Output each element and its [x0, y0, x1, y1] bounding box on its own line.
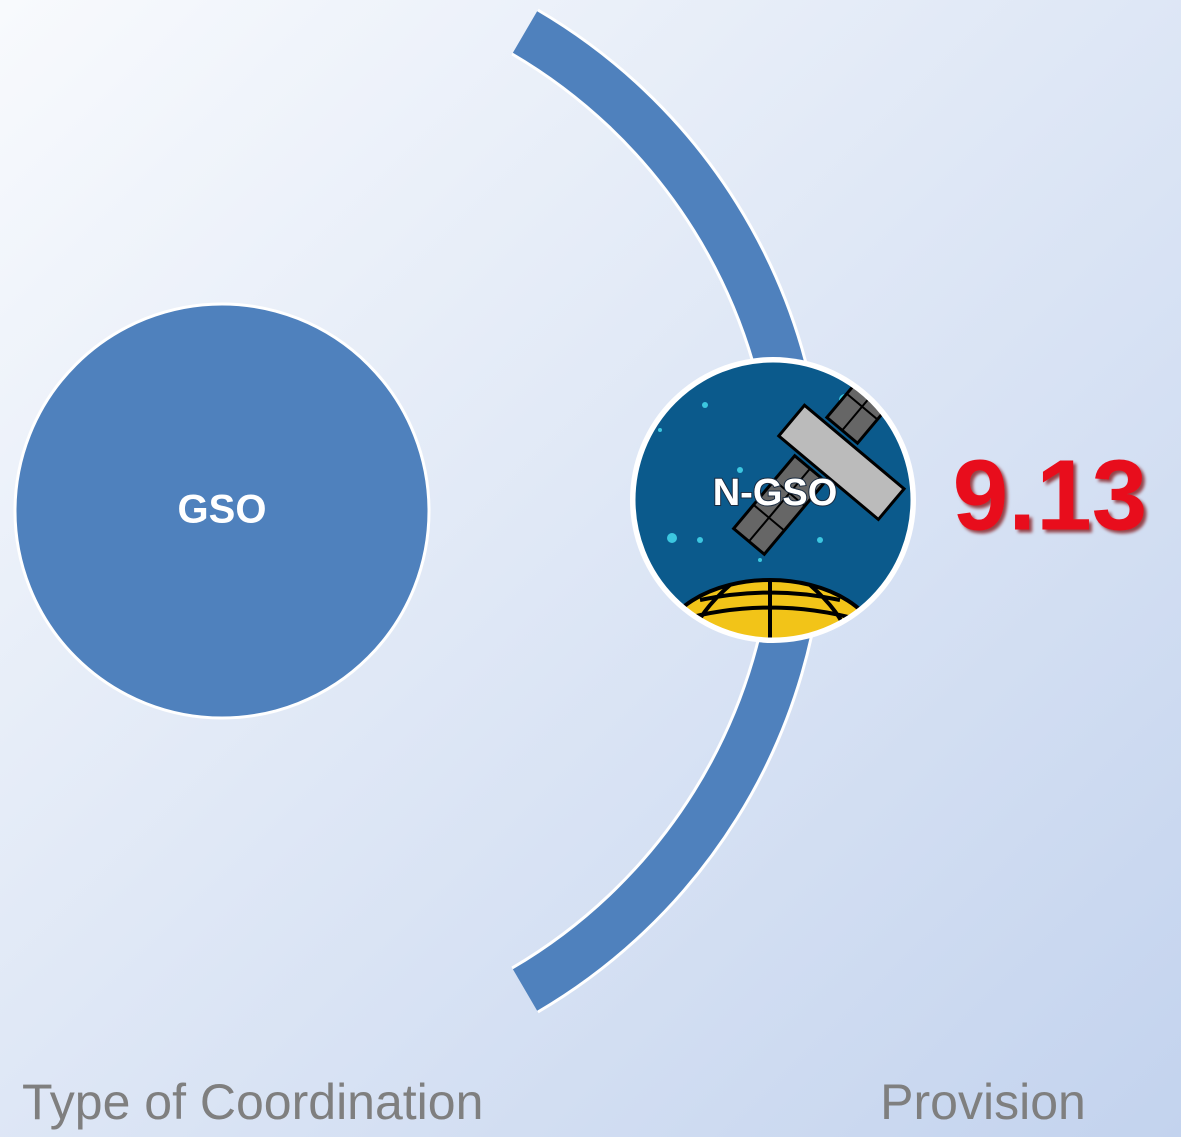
- page: GSO N-GSO 9.13 Type of Coordination Prov…: [0, 0, 1181, 1137]
- ngso-label: N-GSO: [713, 472, 838, 514]
- footer-right: Provision: [880, 1074, 1086, 1130]
- diagram: GSO N-GSO 9.13 Type of Coordination Prov…: [0, 0, 1181, 1137]
- footer-left: Type of Coordination: [22, 1074, 483, 1130]
- gso-label: GSO: [178, 488, 267, 532]
- provision-number: 9.13: [953, 439, 1148, 551]
